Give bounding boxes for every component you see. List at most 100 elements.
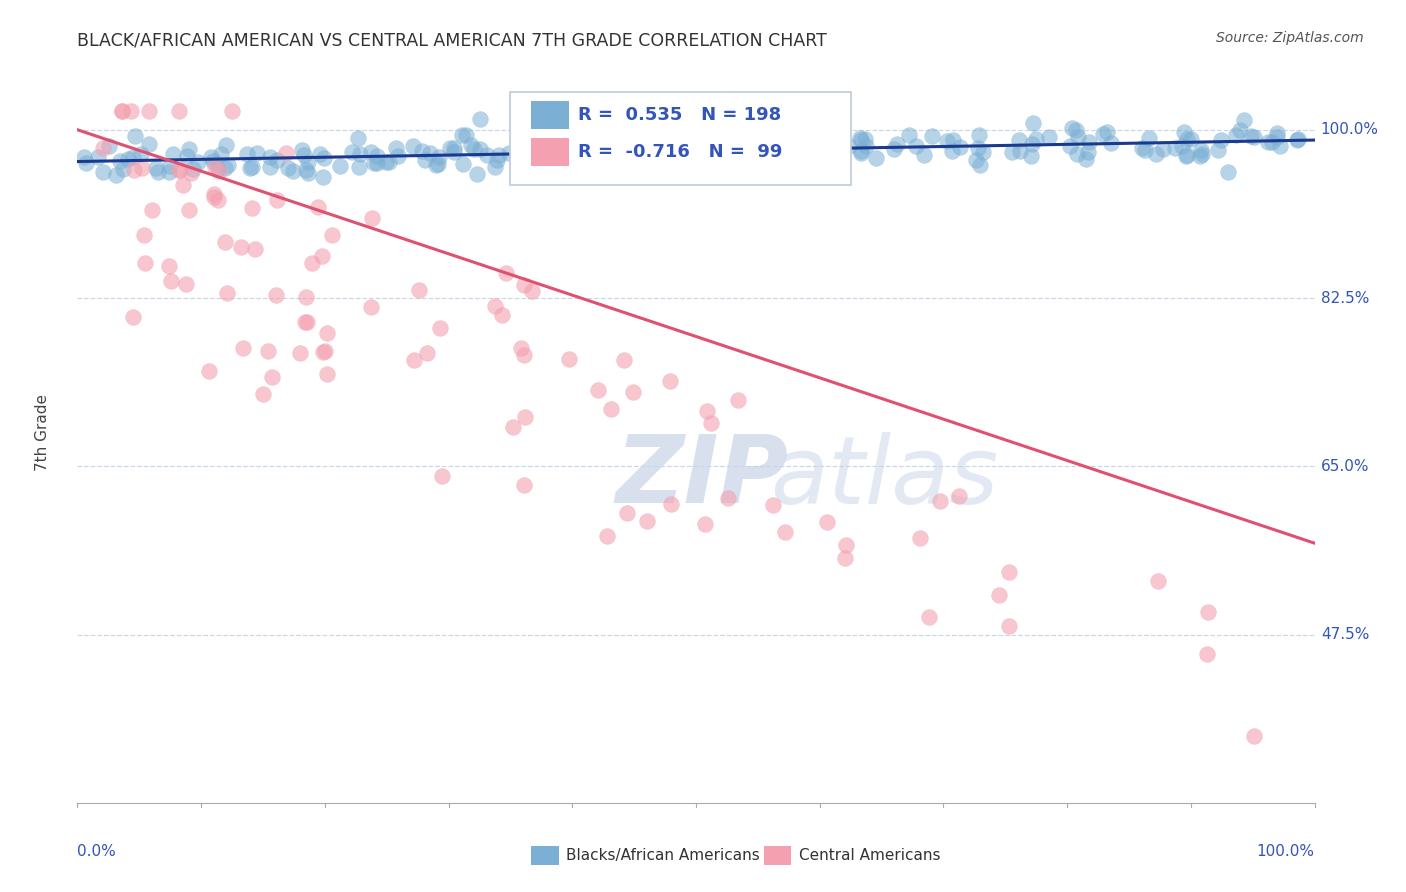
Point — [157, 259, 180, 273]
Point — [728, 136, 751, 150]
Point — [426, 156, 449, 170]
Point — [172, 178, 194, 192]
Point — [883, 142, 905, 156]
Point — [1152, 142, 1174, 156]
Point — [823, 150, 845, 164]
Point — [87, 150, 110, 164]
Point — [742, 143, 765, 157]
Point — [661, 497, 683, 511]
Point — [1197, 605, 1219, 619]
Point — [721, 139, 744, 153]
Point — [1130, 141, 1153, 155]
Point — [1257, 135, 1279, 149]
Text: 65.0%: 65.0% — [1320, 458, 1369, 474]
Point — [762, 498, 785, 512]
Point — [1243, 729, 1265, 743]
Point — [1189, 149, 1212, 163]
Point — [1191, 146, 1213, 161]
Point — [948, 489, 970, 503]
Point — [463, 142, 485, 156]
Text: 100.0%: 100.0% — [1320, 122, 1379, 137]
Point — [544, 139, 567, 153]
Point — [1077, 145, 1099, 159]
Point — [340, 145, 363, 159]
Bar — [531, 101, 568, 129]
Point — [700, 152, 723, 166]
Point — [456, 128, 478, 143]
Point — [432, 468, 454, 483]
Point — [530, 145, 553, 159]
Point — [886, 136, 908, 151]
Point — [460, 137, 482, 152]
Point — [918, 610, 941, 624]
Text: 7th Grade: 7th Grade — [35, 394, 51, 471]
Point — [366, 156, 388, 170]
Point — [200, 150, 222, 164]
Point — [574, 134, 596, 148]
Point — [797, 144, 820, 158]
Point — [134, 256, 156, 270]
Point — [360, 145, 382, 160]
Point — [853, 132, 876, 146]
Point — [972, 145, 994, 160]
Point — [1175, 148, 1198, 162]
Point — [207, 162, 229, 177]
Point — [117, 153, 139, 167]
Point — [402, 139, 425, 153]
Point — [810, 153, 832, 168]
Point — [202, 190, 225, 204]
Point — [908, 531, 931, 545]
Point — [969, 128, 991, 143]
Point — [838, 139, 860, 153]
Point — [91, 165, 114, 179]
Point — [159, 159, 181, 173]
Point — [773, 525, 796, 540]
Point — [1268, 139, 1291, 153]
Point — [202, 187, 225, 202]
Point — [703, 130, 725, 145]
Point — [949, 140, 972, 154]
Point — [512, 348, 534, 362]
Point — [688, 141, 710, 155]
Point — [616, 506, 638, 520]
Point — [214, 138, 236, 153]
Point — [295, 163, 318, 178]
Point — [495, 266, 517, 280]
Point — [1164, 141, 1187, 155]
Point — [294, 315, 316, 329]
Point — [208, 164, 231, 178]
Point — [366, 149, 388, 163]
Point — [427, 150, 450, 164]
Point — [1007, 133, 1029, 147]
Point — [214, 235, 236, 250]
Point — [678, 147, 700, 161]
Point — [312, 344, 335, 359]
Point — [217, 285, 239, 300]
Point — [1233, 113, 1256, 128]
Point — [682, 150, 704, 164]
Text: Source: ZipAtlas.com: Source: ZipAtlas.com — [1216, 31, 1364, 45]
Point — [738, 136, 761, 150]
Point — [416, 346, 439, 360]
Point — [630, 143, 652, 157]
Point — [502, 419, 524, 434]
Point — [160, 274, 183, 288]
Point — [378, 155, 401, 169]
Bar — [531, 138, 568, 166]
Point — [411, 144, 433, 158]
Point — [613, 353, 636, 368]
Text: R =  -0.716   N =  99: R = -0.716 N = 99 — [578, 143, 783, 161]
Point — [443, 141, 465, 155]
Point — [520, 284, 543, 298]
Point — [321, 228, 343, 243]
Point — [807, 140, 830, 154]
Point — [111, 103, 134, 118]
Point — [314, 152, 336, 166]
Point — [1059, 139, 1081, 153]
Point — [820, 133, 842, 147]
Point — [413, 153, 436, 167]
Point — [262, 369, 284, 384]
Point — [75, 155, 97, 169]
Point — [1225, 128, 1247, 142]
Point — [177, 202, 200, 217]
